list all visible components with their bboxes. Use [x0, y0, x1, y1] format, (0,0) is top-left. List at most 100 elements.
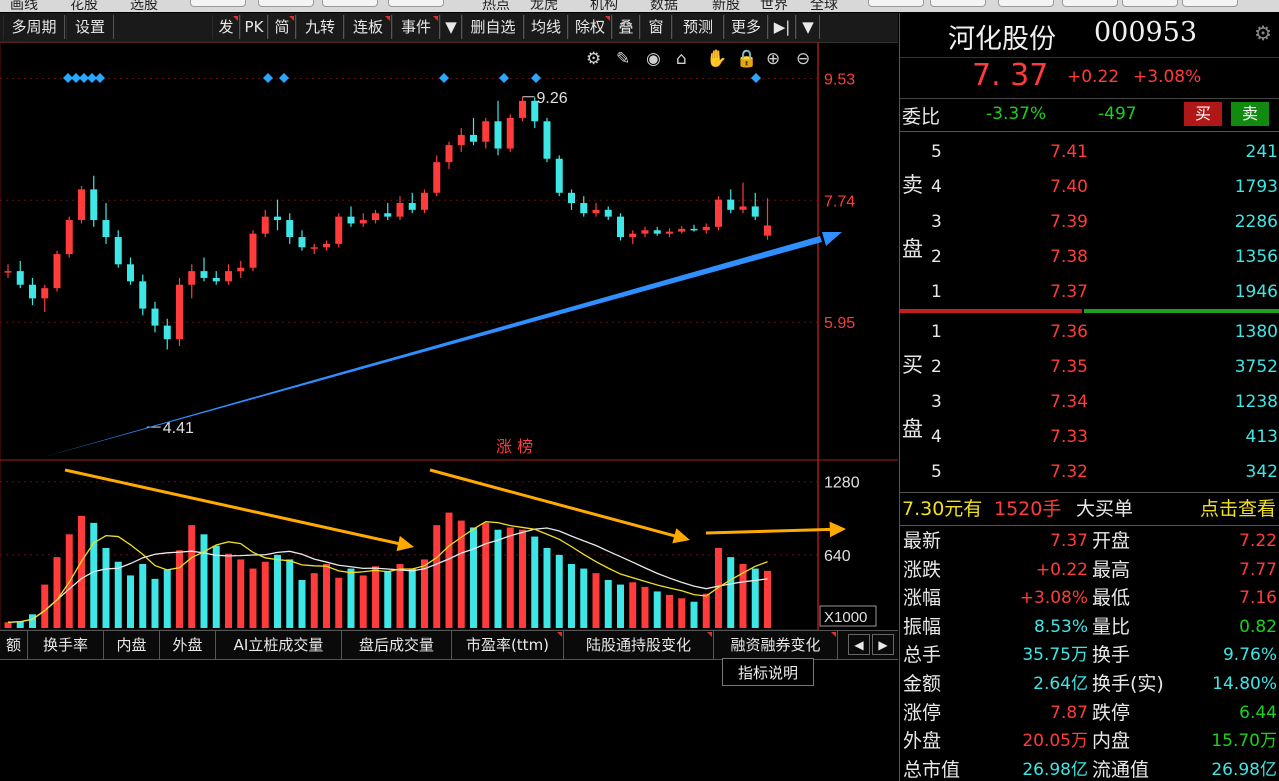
volume-bar	[249, 568, 257, 628]
event-marker-icon[interactable]	[263, 73, 273, 83]
toolbar-button[interactable]: 删自选	[462, 15, 524, 39]
top-menu-item[interactable]: 热点	[482, 0, 510, 12]
top-menu-button[interactable]	[322, 0, 378, 7]
event-marker-icon[interactable]	[79, 73, 89, 83]
toolbar-button[interactable]: 更多	[724, 15, 768, 39]
settings-gear-icon[interactable]: ⚙	[1254, 21, 1272, 45]
toolbar-button[interactable]: 事件	[392, 15, 440, 39]
top-menu-button[interactable]	[930, 0, 986, 7]
indicator-tab[interactable]: 外盘	[160, 631, 216, 659]
toolbar-button[interactable]: ▼	[440, 15, 462, 39]
indicator-tab[interactable]: 陆股通持股变化	[564, 631, 714, 659]
orderbook-row[interactable]: 2 7.38 1356	[900, 240, 1279, 274]
toolbar-button[interactable]: ▼	[796, 15, 820, 39]
zhangbang-label[interactable]: 涨 榜	[496, 437, 533, 456]
toolbar-button[interactable]: 连板	[344, 15, 392, 39]
toolbar-button[interactable]: PK	[240, 15, 268, 39]
orderbook-row[interactable]: 4 7.40 1793	[900, 170, 1279, 204]
orderbook-row[interactable]: 1 7.36 1380	[900, 315, 1279, 349]
briefcase-icon[interactable]: ⌂	[676, 49, 687, 69]
indicator-tab[interactable]: 内盘	[104, 631, 160, 659]
level-volume: 1793	[1234, 177, 1278, 197]
toolbar-button[interactable]: 叠	[612, 15, 640, 39]
top-menu-item[interactable]: 新股	[712, 0, 740, 12]
top-menu-item[interactable]: 机构	[590, 0, 618, 12]
volume-bar	[237, 559, 245, 628]
lock-icon[interactable]: 🔒	[736, 49, 757, 69]
candle-body	[323, 243, 330, 248]
orderbook-row[interactable]: 3 7.39 2286	[900, 205, 1279, 239]
event-marker-icon[interactable]	[279, 73, 289, 83]
top-menu-item[interactable]: 龙虎	[530, 0, 558, 12]
volume-bar	[127, 575, 134, 628]
level-price: 7.33	[1050, 427, 1088, 447]
indicator-tab[interactable]: 融资融券变化	[714, 631, 838, 659]
orderbook-row[interactable]: 1 7.37 1946	[900, 275, 1279, 309]
event-marker-icon[interactable]	[439, 73, 449, 83]
event-marker-icon[interactable]	[751, 73, 761, 83]
toolbar-button[interactable]: 九转	[296, 15, 344, 39]
event-marker-icon[interactable]	[499, 73, 509, 83]
indicator-tab[interactable]: 盘后成交量	[342, 631, 452, 659]
top-menu-button[interactable]	[1062, 0, 1118, 7]
candle-body	[666, 231, 673, 234]
top-menu-item[interactable]: 画线	[10, 0, 38, 12]
top-menu-item[interactable]: 数据	[650, 0, 678, 12]
top-menu-button[interactable]	[388, 0, 444, 7]
pen-icon[interactable]: ✎	[616, 49, 630, 69]
indicator-help-button[interactable]: 指标说明	[722, 658, 814, 686]
toolbar-button[interactable]: 多周期	[3, 15, 65, 39]
top-menu-item[interactable]: 选股	[130, 0, 158, 12]
top-menu-button[interactable]	[868, 0, 924, 7]
orderbook-row[interactable]: 2 7.35 3752	[900, 350, 1279, 384]
top-menu-button[interactable]	[998, 0, 1054, 7]
indicator-tab[interactable]: 换手率	[28, 631, 104, 659]
big-order-bar[interactable]: 7.30元有 1520手 大买单 点击查看	[900, 492, 1279, 526]
settings-icon[interactable]: ⚙	[586, 49, 601, 69]
toolbar-button[interactable]: 预测	[672, 15, 724, 39]
buy-button[interactable]: 买	[1184, 102, 1222, 126]
event-marker-icon[interactable]	[95, 73, 105, 83]
event-marker-icon[interactable]	[531, 73, 541, 83]
tab-scroll-left-icon[interactable]: ◀	[848, 634, 870, 655]
big-order-link[interactable]: 点击查看	[1199, 498, 1276, 520]
eye-icon[interactable]: ◉	[646, 49, 661, 69]
top-menu-button[interactable]	[190, 0, 246, 7]
top-menu-item[interactable]: 花股	[70, 0, 98, 12]
hand-icon[interactable]: ✋	[706, 48, 727, 69]
candle-body	[678, 228, 686, 232]
top-menu-item[interactable]: 世界	[760, 0, 788, 12]
event-marker-icon[interactable]	[87, 73, 97, 83]
level-volume: 1238	[1234, 392, 1278, 412]
toolbar-button[interactable]: 简	[268, 15, 296, 39]
indicator-tab[interactable]: 市盈率(ttm)	[452, 631, 564, 659]
ask-side-label: 卖 盘	[902, 173, 923, 261]
tab-scroll-right-icon[interactable]: ▶	[872, 634, 894, 655]
zoom-out-icon[interactable]: ⊖	[796, 49, 810, 69]
weibi-pct: -3.37%	[986, 104, 1047, 124]
toolbar-button[interactable]: 窗	[640, 15, 672, 39]
toolbar-button[interactable]: 发	[212, 15, 240, 39]
event-marker-icon[interactable]	[71, 73, 81, 83]
top-menu-item[interactable]: 全球	[810, 0, 838, 12]
toolbar-button[interactable]: 设置	[66, 15, 114, 39]
event-marker-icon[interactable]	[63, 73, 73, 83]
kline-chart[interactable]: 9.53 7.74 5.95 1280 640 X1000 ⚙ ✎ ◉ ⌂ ✋ 🔒 ⊕ ⊖ 9.26 4.41…	[0, 0, 898, 630]
toolbar-button[interactable]: ▶|	[768, 15, 796, 39]
zoom-in-icon[interactable]: ⊕	[766, 49, 780, 69]
volume-bar	[225, 553, 232, 628]
orderbook-row[interactable]: 5 7.41 241	[900, 135, 1279, 169]
orderbook-row[interactable]: 3 7.34 1238	[900, 385, 1279, 419]
candle-body	[506, 117, 514, 149]
quote-label: 量比	[1092, 615, 1131, 638]
orderbook-row[interactable]: 5 7.32 342	[900, 455, 1279, 489]
toolbar-button[interactable]: 除权	[568, 15, 612, 39]
indicator-tab[interactable]: 额	[0, 631, 28, 659]
top-menu-button[interactable]	[1122, 0, 1178, 7]
top-menu-button[interactable]	[1182, 0, 1238, 7]
indicator-tab[interactable]: AI立桩成交量	[216, 631, 342, 659]
orderbook-row[interactable]: 4 7.33 413	[900, 420, 1279, 454]
toolbar-button[interactable]: 均线	[524, 15, 568, 39]
sell-button[interactable]: 卖	[1231, 102, 1269, 126]
top-menu-button[interactable]	[258, 0, 314, 7]
